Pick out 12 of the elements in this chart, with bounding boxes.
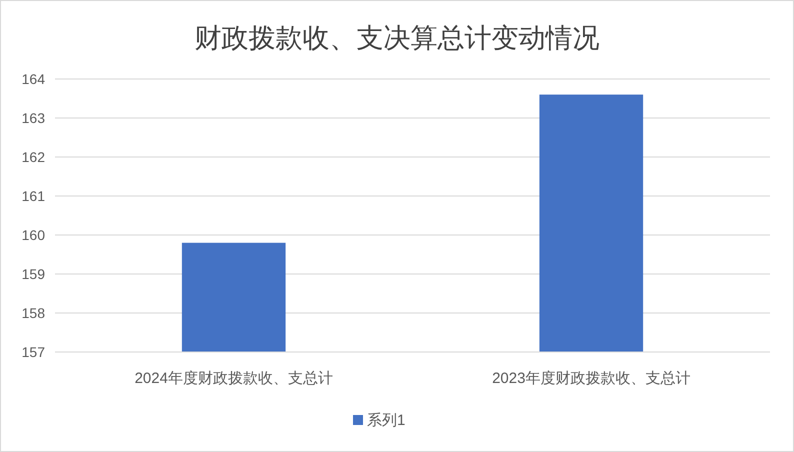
ytick: 159 bbox=[22, 266, 45, 282]
ytick: 158 bbox=[22, 305, 45, 321]
ytick: 162 bbox=[22, 149, 45, 165]
ytick: 157 bbox=[22, 344, 45, 360]
ytick: 163 bbox=[22, 110, 45, 126]
ytick: 161 bbox=[22, 188, 45, 204]
xtick: 2024年度财政拨款收、支总计 bbox=[134, 370, 333, 387]
ytick: 160 bbox=[22, 227, 45, 243]
title: 财政拨款收、支决算总计变动情况 bbox=[194, 23, 600, 53]
legend: 系列1 bbox=[367, 412, 406, 429]
ytick: 164 bbox=[22, 71, 45, 87]
xtick: 2023年度财政拨款收、支总计 bbox=[492, 370, 690, 387]
